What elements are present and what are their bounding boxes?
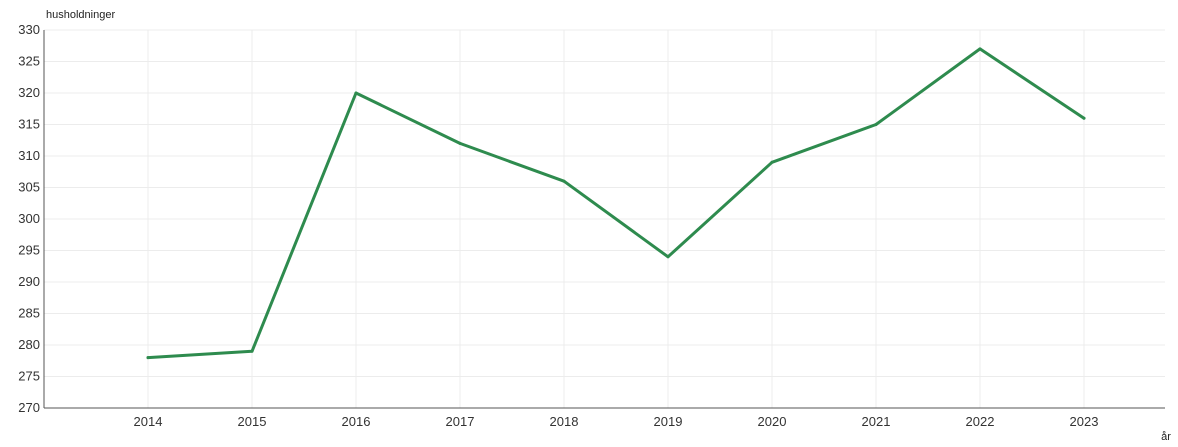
y-tick-label: 270 — [18, 400, 40, 415]
data-point — [562, 179, 566, 183]
series-line — [146, 47, 1086, 360]
y-tick-label: 310 — [18, 148, 40, 163]
data-point — [770, 160, 774, 164]
data-point — [666, 255, 670, 259]
y-tick-label: 285 — [18, 306, 40, 321]
data-point — [146, 356, 150, 360]
data-point — [250, 349, 254, 353]
y-tick-label: 330 — [18, 22, 40, 37]
data-point — [978, 47, 982, 51]
y-tick-label: 290 — [18, 274, 40, 289]
x-tick-label: 2020 — [758, 414, 787, 429]
x-tick-label: 2018 — [550, 414, 579, 429]
x-tick-label: 2015 — [238, 414, 267, 429]
x-tick-label: 2022 — [966, 414, 995, 429]
y-tick-label: 320 — [18, 85, 40, 100]
x-axis-title: år — [1161, 431, 1171, 443]
x-tick-label: 2017 — [446, 414, 475, 429]
y-tick-label: 315 — [18, 117, 40, 132]
y-tick-label: 280 — [18, 337, 40, 352]
y-axis-title: husholdninger — [46, 9, 115, 21]
gridlines — [44, 29, 1165, 408]
data-point — [458, 141, 462, 145]
y-tick-label: 305 — [18, 180, 40, 195]
y-tick-label: 300 — [18, 211, 40, 226]
series-layer — [146, 47, 1086, 360]
y-tick-label: 275 — [18, 369, 40, 384]
data-point — [1082, 116, 1086, 120]
x-tick-label: 2023 — [1070, 414, 1099, 429]
x-tick-label: 2016 — [342, 414, 371, 429]
data-point — [354, 91, 358, 95]
y-tick-label: 295 — [18, 243, 40, 258]
x-tick-label: 2021 — [862, 414, 891, 429]
axes: 270 275 280 285 290 295 300 305 310 315 320 325 330 2… — [18, 22, 1165, 429]
x-tick-label: 2014 — [134, 414, 163, 429]
data-point — [874, 123, 878, 126]
x-tick-label: 2019 — [654, 414, 683, 429]
y-tick-label: 325 — [18, 54, 40, 69]
